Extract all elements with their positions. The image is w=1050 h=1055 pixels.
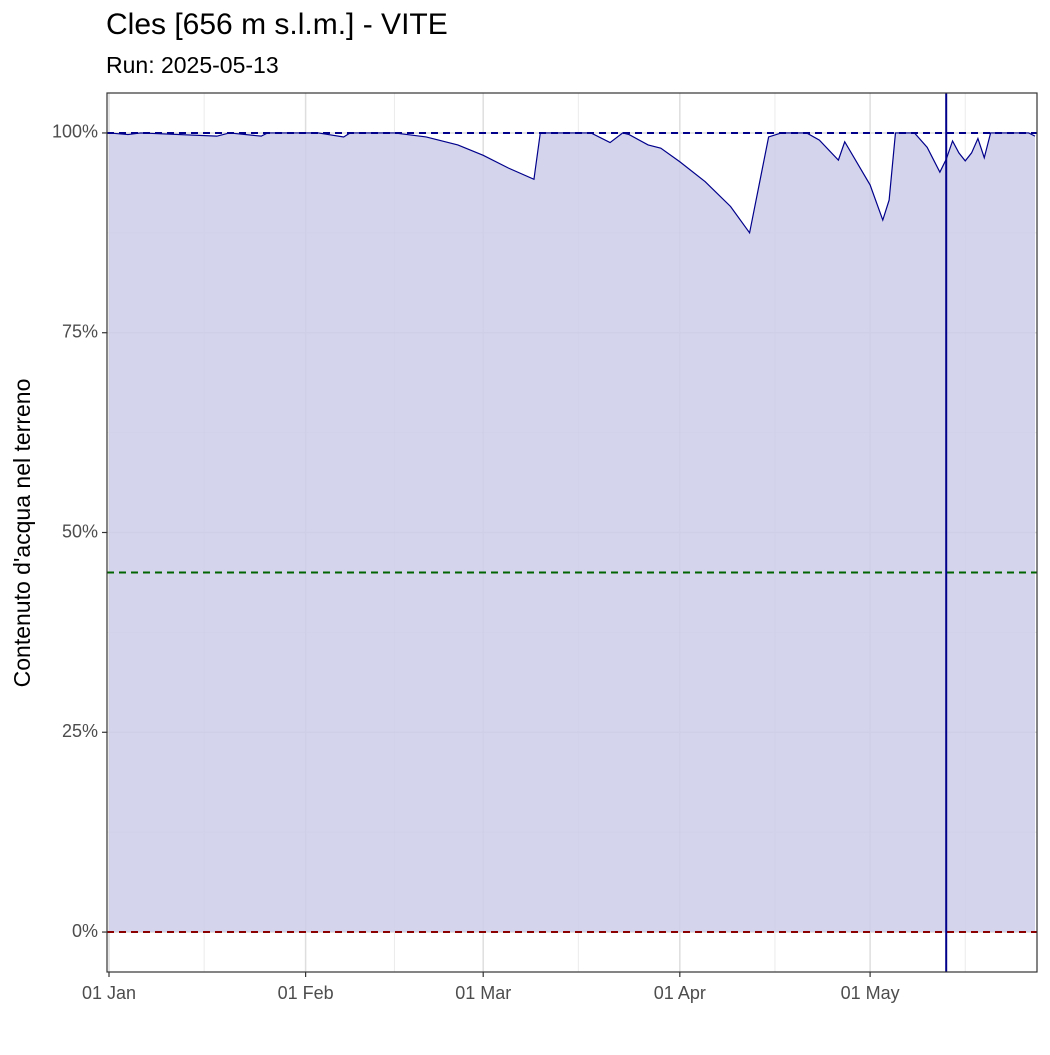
y-axis-label: Contenuto d'acqua nel terreno <box>9 379 35 688</box>
y-tick-label: 75% <box>62 321 98 341</box>
x-tick-label: 01 Mar <box>455 983 511 1003</box>
y-tick-label: 0% <box>72 921 98 941</box>
x-tick-label: 01 Jan <box>82 983 136 1003</box>
x-tick-label: 01 May <box>841 983 900 1003</box>
y-tick-label: 100% <box>52 122 98 142</box>
area <box>109 132 1035 933</box>
chart-title: Cles [656 m s.l.m.] - VITE <box>106 8 448 41</box>
x-tick-label: 01 Apr <box>654 983 706 1003</box>
x-tick-label: 01 Feb <box>278 983 334 1003</box>
chart-subtitle: Run: 2025-05-13 <box>106 52 279 78</box>
y-tick-label: 25% <box>62 721 98 741</box>
y-tick-label: 50% <box>62 521 98 541</box>
line <box>108 132 1036 235</box>
